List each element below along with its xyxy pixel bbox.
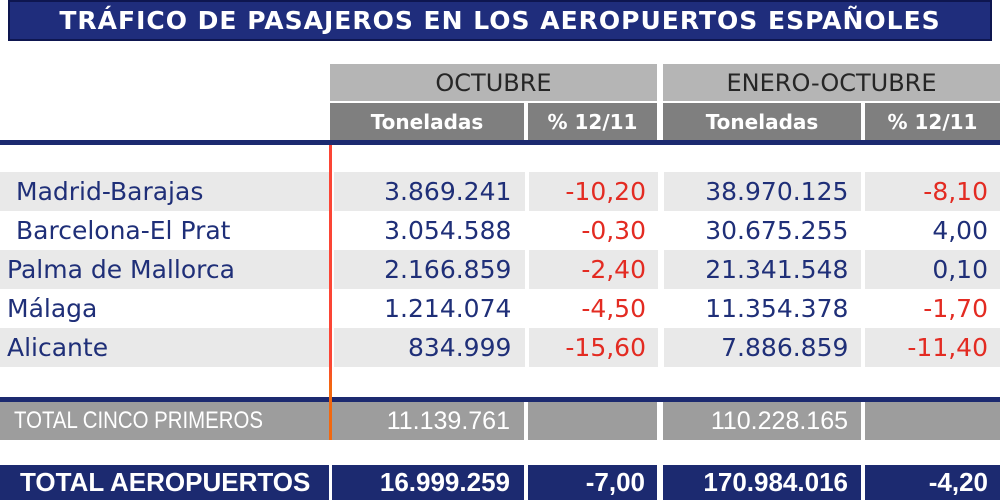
title-banner: TRÁFICO DE PASAJEROS EN LOS AEROPUERTOS …	[8, 0, 992, 41]
total-five-janoct-tonnes: 110.228.165	[663, 402, 861, 440]
total-all-oct-tonnes: 16.999.259	[332, 465, 524, 500]
janoct-tonnes-value: 21.341.548	[663, 250, 862, 289]
airport-rows: Madrid-Barajas 3.869.241 -10,20 38.970.1…	[0, 172, 1000, 367]
janoct-pct-value: 4,00	[932, 216, 988, 245]
totals-top-rule	[0, 397, 1000, 402]
table-row-malaga: Málaga 1.214.074 -4,50 11.354.378 -1,70	[0, 289, 1000, 328]
total-all-janoct-tonnes: 170.984.016	[663, 465, 861, 500]
airport-name: Málaga	[7, 294, 98, 323]
header-october-pct: % 12/11	[528, 103, 657, 140]
header-jan-october-tonnes-label: Toneladas	[705, 109, 819, 134]
red-column-divider	[329, 145, 332, 440]
header-bottom-rule	[0, 140, 1000, 145]
table-row-alicante: Alicante 834.999 -15,60 7.886.859 -11,40	[0, 328, 1000, 367]
total-top-five-label-cell: TOTAL CINCO PRIMEROS	[0, 402, 332, 440]
total-all-airports-row: TOTAL AEROPUERTOS 16.999.259 -7,00 170.9…	[0, 465, 1000, 500]
header-group-jan-october-label: ENERO-OCTUBRE	[726, 68, 937, 97]
oct-pct-value: -0,30	[581, 216, 646, 245]
total-top-five-label: TOTAL CINCO PRIMEROS	[14, 407, 263, 434]
header-jan-october-tonnes: Toneladas	[663, 103, 861, 140]
header-group-october: OCTUBRE	[330, 64, 657, 101]
janoct-tonnes-value: 11.354.378	[705, 294, 849, 323]
header-jan-october-pct: % 12/11	[865, 103, 1000, 140]
header-october-pct-label: % 12/11	[547, 109, 638, 134]
table-row-barcelona: Barcelona-El Prat 3.054.588 -0,30 30.675…	[0, 211, 1000, 250]
oct-pct-value: -4,50	[581, 294, 646, 323]
oct-tonnes-value: 1.214.074	[384, 294, 512, 323]
oct-pct-value: -2,40	[529, 250, 658, 289]
janoct-pct-value: -1,70	[923, 294, 988, 323]
oct-tonnes-value: 2.166.859	[333, 250, 526, 289]
oct-tonnes-value: 834.999	[333, 328, 526, 367]
oct-pct-value: -10,20	[529, 172, 658, 211]
total-all-janoct-pct: -4,20	[865, 465, 1000, 500]
janoct-tonnes-value: 7.886.859	[663, 328, 862, 367]
total-top-five-row: TOTAL CINCO PRIMEROS 11.139.761 110.228.…	[0, 402, 1000, 440]
airport-name: Madrid-Barajas	[0, 172, 331, 211]
airport-name: Palma de Mallorca	[0, 250, 331, 289]
header-jan-october-pct-label: % 12/11	[887, 109, 978, 134]
header-group-october-label: OCTUBRE	[435, 68, 552, 97]
airport-name: Alicante	[0, 328, 331, 367]
janoct-tonnes-value: 38.970.125	[663, 172, 862, 211]
janoct-pct-value: -11,40	[865, 328, 1000, 367]
total-five-janoct-pct	[865, 402, 1000, 440]
airport-name: Barcelona-El Prat	[16, 216, 231, 245]
oct-tonnes-value: 3.054.588	[384, 216, 512, 245]
total-five-oct-tonnes: 11.139.761	[332, 402, 524, 440]
janoct-tonnes-value: 30.675.255	[705, 216, 849, 245]
table-row-palma: Palma de Mallorca 2.166.859 -2,40 21.341…	[0, 250, 1000, 289]
header-october-tonnes-label: Toneladas	[370, 109, 484, 134]
total-five-oct-pct	[528, 402, 657, 440]
oct-pct-value: -15,60	[529, 328, 658, 367]
header-group-jan-october: ENERO-OCTUBRE	[663, 64, 1000, 101]
janoct-pct-value: 0,10	[865, 250, 1000, 289]
total-all-oct-pct: -7,00	[528, 465, 657, 500]
page-title: TRÁFICO DE PASAJEROS EN LOS AEROPUERTOS …	[59, 6, 941, 35]
janoct-pct-value: -8,10	[865, 172, 1000, 211]
header-october-tonnes: Toneladas	[330, 103, 524, 140]
total-all-label: TOTAL AEROPUERTOS	[0, 465, 329, 500]
table-row-madrid: Madrid-Barajas 3.869.241 -10,20 38.970.1…	[0, 172, 1000, 211]
oct-tonnes-value: 3.869.241	[333, 172, 526, 211]
